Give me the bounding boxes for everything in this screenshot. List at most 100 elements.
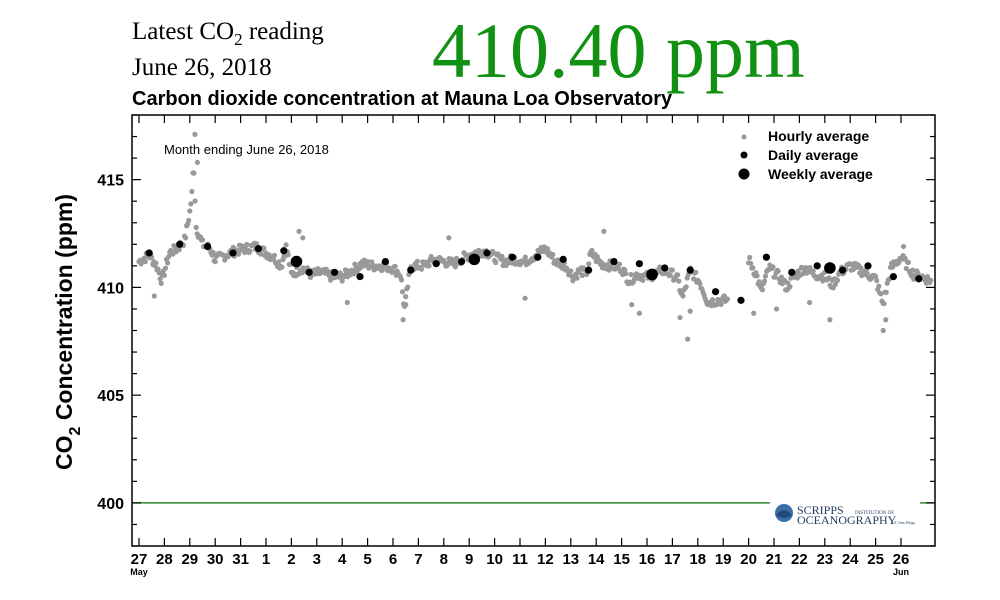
daily-point [737, 296, 745, 304]
x-tick-label: 10 [486, 551, 503, 568]
hourly-point [773, 306, 780, 312]
hourly-point [192, 131, 198, 137]
weekly-point [290, 255, 303, 268]
hourly-point [192, 198, 198, 204]
logo-background [770, 500, 920, 530]
hourly-point [710, 297, 716, 303]
hourly-point [685, 336, 691, 342]
hourly-point [570, 278, 576, 284]
legend-label-hourly: Hourly average [768, 128, 869, 144]
x-tick-label: 15 [613, 551, 630, 568]
daily-point [635, 260, 643, 268]
daily-point [788, 268, 796, 276]
hourly-point [499, 253, 505, 259]
y-tick-label: 405 [97, 388, 124, 405]
y-axis-title-text: CO2 Concentration (ppm) [51, 194, 84, 470]
hourly-point [803, 265, 809, 271]
hourly-point [807, 265, 813, 271]
hourly-point [493, 259, 499, 266]
daily-point [711, 288, 720, 296]
x-tick-label: 17 [664, 551, 681, 568]
x-tick-label: 13 [562, 551, 579, 568]
x-tick-label: 7 [414, 551, 422, 568]
hourly-point [403, 302, 409, 308]
hourly-point [258, 251, 264, 257]
hourly-point [399, 289, 406, 295]
hourly-point [261, 245, 267, 251]
hourly-point [691, 276, 697, 282]
hourly-point [858, 265, 864, 271]
x-tick-label: 19 [715, 551, 732, 568]
hourly-point [747, 254, 753, 261]
x-tick-label: 30 [207, 551, 224, 568]
hourly-point [365, 259, 371, 265]
hourly-point [881, 301, 887, 307]
hourly-point [157, 276, 163, 282]
daily-point [457, 257, 466, 266]
hourly-point [392, 263, 398, 269]
daily-point [280, 247, 288, 255]
legend-marker-hourly [741, 134, 747, 140]
hourly-point [158, 280, 164, 286]
hourly-point [568, 268, 574, 274]
hourly-point [616, 261, 623, 267]
x-tick-label: 11 [512, 551, 528, 568]
hourly-point [718, 301, 724, 307]
hourly-point [667, 272, 673, 278]
hourly-point [176, 247, 182, 253]
daily-point [254, 245, 262, 253]
hourly-point [903, 265, 909, 272]
x-tick-label: 21 [766, 551, 783, 568]
hourly-point [693, 269, 699, 275]
hourly-point [188, 201, 194, 207]
x-tick-label: 27 [131, 551, 148, 568]
hourly-point [276, 259, 282, 265]
x-tick-label: 31 [232, 551, 249, 568]
x-month-label: Jun [893, 567, 909, 577]
hourly-point [628, 271, 634, 278]
x-tick-label: 1 [262, 551, 270, 568]
daily-point [584, 266, 593, 274]
legend-marker-weekly [738, 168, 750, 180]
hourly-point [896, 260, 902, 266]
hourly-point [296, 228, 302, 234]
weekly-point [468, 253, 481, 266]
x-tick-label: 3 [313, 551, 321, 568]
hourly-point [748, 260, 754, 266]
x-tick-label: 9 [465, 551, 473, 568]
hourly-point [677, 314, 683, 321]
hourly-point [414, 258, 420, 264]
latest-suffix: reading [242, 18, 324, 45]
y-tick-label: 415 [97, 173, 124, 190]
hourly-point [724, 296, 731, 302]
hourly-point [446, 235, 452, 241]
y-axis-title: CO2 Concentration (ppm) [51, 194, 84, 470]
hourly-point [453, 255, 460, 261]
hourly-point [775, 268, 781, 274]
hourly-point [832, 281, 839, 287]
x-tick-label: 25 [867, 551, 884, 568]
hourly-point [880, 327, 886, 334]
daily-series [145, 240, 923, 304]
x-tick-label: 20 [740, 551, 757, 568]
weekly-point [824, 262, 836, 274]
daily-point [407, 266, 415, 274]
hourly-point [210, 249, 216, 256]
hourly-point [876, 283, 882, 289]
hourly-point [586, 261, 592, 267]
x-tick-label: 6 [389, 551, 397, 568]
hourly-point [247, 248, 253, 254]
hourly-point [574, 275, 580, 281]
hourly-point [452, 264, 458, 270]
logo-line2-small: UC San Diego [892, 520, 915, 525]
chart-note: Month ending June 26, 2018 [164, 142, 329, 157]
scripps-logo: SCRIPPS INSTITUTION OF OCEANOGRAPHY UC S… [770, 500, 920, 530]
hourly-point [810, 268, 816, 274]
hourly-point [761, 278, 768, 284]
daily-point [203, 242, 212, 251]
hourly-point [772, 274, 778, 280]
hourly-point [165, 260, 171, 266]
hourly-point [279, 264, 285, 270]
